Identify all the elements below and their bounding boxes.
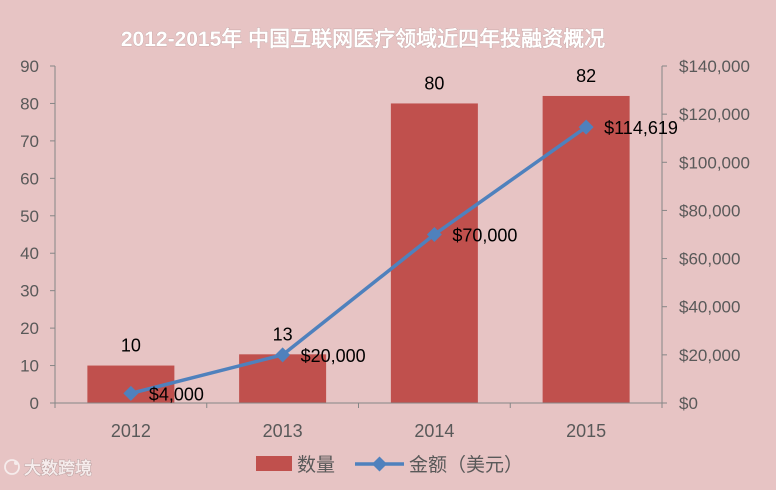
legend-label-amount: 金额（美元） [409, 454, 523, 476]
y-left-tick-label: 60 [20, 169, 39, 188]
line-data-label-2013: $20,000 [301, 346, 366, 366]
line-data-label-2012: $4,000 [149, 384, 204, 404]
y-left-tick-label: 10 [20, 357, 39, 376]
x-tick-label-2013: 2013 [263, 421, 303, 441]
watermark: 大数跨境 [4, 458, 92, 478]
y-left-tick-label: 50 [20, 207, 39, 226]
bar-2014 [390, 103, 478, 403]
y-left-tick-label: 20 [20, 319, 39, 338]
y-left-tick-label: 90 [20, 57, 39, 76]
line-point-marker-2013 [275, 347, 291, 363]
legend: 数量 金额（美元） [256, 454, 523, 476]
line-point-marker-2015 [578, 119, 594, 135]
axes-layer [50, 65, 667, 408]
series-line-amount [130, 125, 588, 396]
legend-label-count: 数量 [297, 454, 335, 476]
bar-data-label-2012: 10 [121, 336, 141, 356]
line-series-layer [123, 119, 594, 401]
logo-icon [4, 459, 20, 475]
y-right-tick-label: $40,000 [679, 298, 740, 317]
y-right-tick-label: $100,000 [679, 153, 750, 172]
x-tick-label-2012: 2012 [111, 421, 151, 441]
y-right-tick-label: $140,000 [679, 57, 750, 76]
labels-layer: 0 10 20 30 40 50 60 70 80 90 $0 $20,000 $40,000 $60,0… [20, 57, 750, 441]
bar-2015 [542, 95, 630, 403]
watermark-text: 大数跨境 [24, 458, 92, 478]
y-left-tick-label: 0 [30, 394, 39, 413]
line-data-label-2014: $70,000 [452, 226, 517, 246]
y-left-tick-label: 40 [20, 244, 39, 263]
x-tick-label-2014: 2014 [414, 421, 454, 441]
bar-data-label-2014: 80 [424, 73, 444, 93]
legend-swatch-count [256, 456, 292, 471]
chart-title: 2012-2015年 中国互联网医疗领域近四年投融资概况 [121, 27, 605, 51]
y-right-tick-label: $80,000 [679, 201, 740, 220]
bar-data-label-2015: 82 [576, 66, 596, 86]
bar-data-label-2013: 13 [273, 324, 293, 344]
y-right-tick-label: $60,000 [679, 250, 740, 269]
bars-layer [87, 95, 630, 403]
y-left-tick-label: 70 [20, 132, 39, 151]
y-left-tick-label: 80 [20, 94, 39, 113]
legend-item-count: 数量 [256, 454, 335, 476]
legend-swatch-amount-marker [372, 456, 387, 472]
line-point-marker-2012 [123, 385, 139, 401]
y-right-tick-label: $20,000 [679, 346, 740, 365]
y-left-tick-label: 30 [20, 282, 39, 301]
line-data-label-2015: $114,619 [604, 118, 678, 138]
legend-item-amount: 金额（美元） [355, 454, 523, 476]
x-tick-label-2015: 2015 [566, 421, 606, 441]
y-right-tick-label: $120,000 [679, 105, 750, 124]
y-right-tick-label: $0 [679, 394, 698, 413]
line-point-marker-2014 [426, 227, 442, 242]
